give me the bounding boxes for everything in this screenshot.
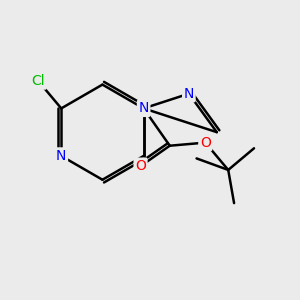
Text: N: N — [184, 87, 194, 101]
Text: O: O — [200, 136, 211, 150]
Text: N: N — [138, 101, 149, 116]
Text: O: O — [135, 159, 146, 173]
Text: Cl: Cl — [32, 74, 45, 88]
Text: N: N — [56, 149, 66, 163]
